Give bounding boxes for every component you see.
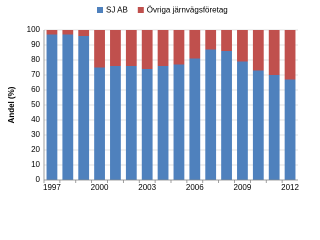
bar-segment (110, 30, 121, 66)
bar-segment (78, 30, 90, 36)
bar-segment (173, 64, 185, 180)
bar-segment (237, 61, 248, 180)
y-tick-label: 90 (31, 40, 40, 49)
y-axis-label: Andel (%) (7, 86, 16, 123)
legend-swatch (137, 7, 144, 13)
bar-segment (284, 79, 296, 180)
bar-segment (94, 67, 105, 180)
bar-segment (110, 66, 121, 180)
y-tick-label: 10 (31, 160, 40, 169)
bar-segment (237, 30, 248, 62)
legend-label: Övriga järnvägsföretag (147, 6, 228, 15)
chart: Andel (%) 0 10 20 30 40 50 60 70 80 90 100 1997 2000… (7, 6, 299, 193)
bar-segment (125, 30, 137, 66)
bar-segment (221, 51, 232, 180)
bar-segment (141, 69, 153, 180)
y-tick-label: 30 (31, 130, 40, 139)
x-tick-label: 1997 (43, 183, 61, 192)
bar-segment (252, 70, 264, 180)
bar-segment (157, 66, 169, 180)
y-tick-label: 40 (31, 115, 40, 124)
x-tick-label: 2012 (281, 183, 299, 192)
bar-segment (46, 30, 58, 35)
bar-segment (125, 66, 137, 180)
bar-segment (173, 30, 185, 65)
x-tick-label: 2006 (186, 183, 204, 192)
y-tick-label: 60 (31, 85, 40, 94)
bar-segment (189, 58, 201, 180)
bar-segment (46, 34, 58, 180)
x-tick-label: 2003 (138, 183, 156, 192)
y-tick-label: 100 (27, 25, 41, 34)
legend-swatch (97, 7, 103, 13)
bar-segment (252, 30, 264, 71)
bar-segment (205, 49, 217, 180)
bar-segment (62, 34, 74, 180)
bar-segment (221, 30, 232, 51)
bar-segment (268, 75, 280, 180)
bar-segment (141, 30, 153, 69)
y-tick-label: 50 (31, 100, 40, 109)
bar-segment (94, 30, 105, 68)
y-tick-label: 0 (36, 175, 41, 184)
bar-segment (268, 30, 280, 75)
y-tick-label: 20 (31, 145, 40, 154)
bar-segment (284, 30, 296, 80)
y-tick-label: 80 (31, 55, 40, 64)
bar-segment (189, 30, 201, 59)
bar-segment (205, 30, 217, 50)
x-tick-label: 2009 (234, 183, 252, 192)
legend-label: SJ AB (106, 6, 128, 15)
x-tick-label: 2000 (91, 183, 109, 192)
bar-segment (78, 36, 90, 180)
y-tick-label: 70 (31, 70, 40, 79)
bar-segment (62, 30, 74, 35)
bar-segment (157, 30, 169, 66)
